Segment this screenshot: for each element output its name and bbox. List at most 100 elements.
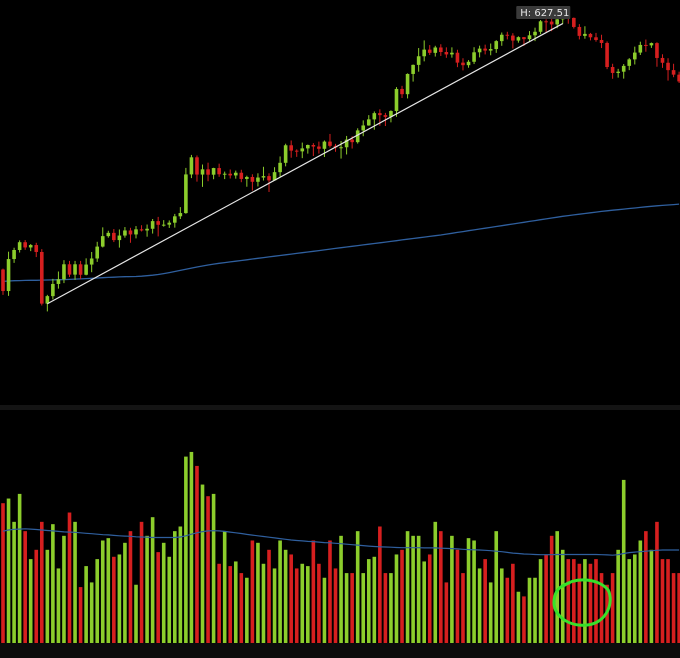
candle-body xyxy=(245,176,249,179)
candle-body xyxy=(477,48,482,53)
volume-bar xyxy=(178,526,183,643)
volume-bar xyxy=(184,456,188,643)
candle-body xyxy=(145,228,149,231)
candle-body xyxy=(73,264,77,275)
volume-bar xyxy=(339,535,343,643)
volume-bar xyxy=(472,540,476,643)
volume-bar xyxy=(139,521,144,643)
volume-bar xyxy=(660,559,665,643)
candle-body xyxy=(455,52,460,63)
volume-bar xyxy=(300,563,305,643)
candle-body xyxy=(278,162,282,173)
candle xyxy=(588,32,593,41)
candle xyxy=(427,45,432,55)
candle xyxy=(206,162,210,182)
candle xyxy=(649,42,654,48)
volume-bar xyxy=(311,540,316,643)
volume-bar xyxy=(12,521,16,643)
candle xyxy=(472,47,476,65)
candle-body xyxy=(422,49,426,57)
volume-bar xyxy=(6,498,11,643)
candle-body xyxy=(89,258,94,265)
candle xyxy=(577,24,582,40)
candle-body xyxy=(499,34,504,42)
volume-bar xyxy=(372,556,377,643)
candle xyxy=(106,230,111,238)
candle-body xyxy=(505,34,510,36)
volume-bar xyxy=(483,559,487,643)
candle-body xyxy=(583,33,587,36)
volume-bar xyxy=(549,535,554,643)
volume-bar xyxy=(621,479,626,643)
candle xyxy=(594,32,598,42)
volume-bar xyxy=(317,563,321,643)
candle xyxy=(583,26,587,39)
volume-bar xyxy=(555,531,559,643)
candle-body xyxy=(350,139,354,143)
candle xyxy=(605,41,609,70)
candle-body xyxy=(39,251,44,304)
candle-body xyxy=(522,37,526,40)
candle xyxy=(405,73,410,99)
candle-body xyxy=(100,236,105,247)
candle-body xyxy=(156,221,160,225)
candle-body xyxy=(328,141,332,146)
candle xyxy=(222,171,227,180)
candle xyxy=(616,68,620,78)
candle-body xyxy=(450,52,454,55)
candle xyxy=(317,141,321,154)
candle-body xyxy=(527,35,532,40)
volume-bar xyxy=(499,568,504,643)
volume-bar xyxy=(56,568,61,643)
candle xyxy=(511,33,515,49)
candle xyxy=(256,173,260,187)
volume-bar xyxy=(211,493,216,643)
candle xyxy=(195,155,199,182)
panel-divider[interactable] xyxy=(0,405,680,410)
candle-body xyxy=(361,125,366,131)
volume-bar xyxy=(422,561,426,643)
candle-body xyxy=(644,44,648,46)
candle-body xyxy=(610,67,615,73)
candle xyxy=(100,227,105,248)
candle-body xyxy=(544,21,548,23)
candle-body xyxy=(483,48,487,51)
volume-bar xyxy=(117,554,122,643)
candle xyxy=(261,166,266,181)
candle-body xyxy=(533,31,537,36)
candle xyxy=(289,140,293,158)
candle-body xyxy=(12,249,16,260)
high-price-label-bg xyxy=(516,6,571,19)
volume-bar xyxy=(28,559,33,643)
candle xyxy=(455,49,460,68)
candle-body xyxy=(51,283,55,297)
candle xyxy=(439,44,443,56)
candle xyxy=(394,87,399,117)
candle-body xyxy=(655,43,659,58)
volume-bar xyxy=(355,531,360,643)
volume-bar xyxy=(494,531,499,643)
candle-body xyxy=(184,174,188,214)
candle xyxy=(228,169,233,179)
volume-bar xyxy=(17,493,22,643)
candle xyxy=(73,260,77,280)
candle xyxy=(660,54,665,68)
candle xyxy=(78,260,83,280)
candle-body xyxy=(1,269,5,292)
candle-body xyxy=(289,145,293,151)
candle xyxy=(239,169,244,183)
volume-moving-average-line xyxy=(2,528,680,556)
candle-body xyxy=(167,222,172,225)
candle-body xyxy=(139,229,144,231)
candle xyxy=(278,156,282,177)
volume-bar xyxy=(427,554,432,643)
candle-body xyxy=(599,39,604,43)
volume-bar xyxy=(416,535,421,643)
candle-body xyxy=(200,169,205,175)
candle xyxy=(477,45,482,58)
candle-body xyxy=(150,221,155,229)
volume-bar xyxy=(405,531,410,643)
candle-body xyxy=(56,279,61,284)
volume-bar xyxy=(62,535,66,643)
candle xyxy=(599,34,604,49)
